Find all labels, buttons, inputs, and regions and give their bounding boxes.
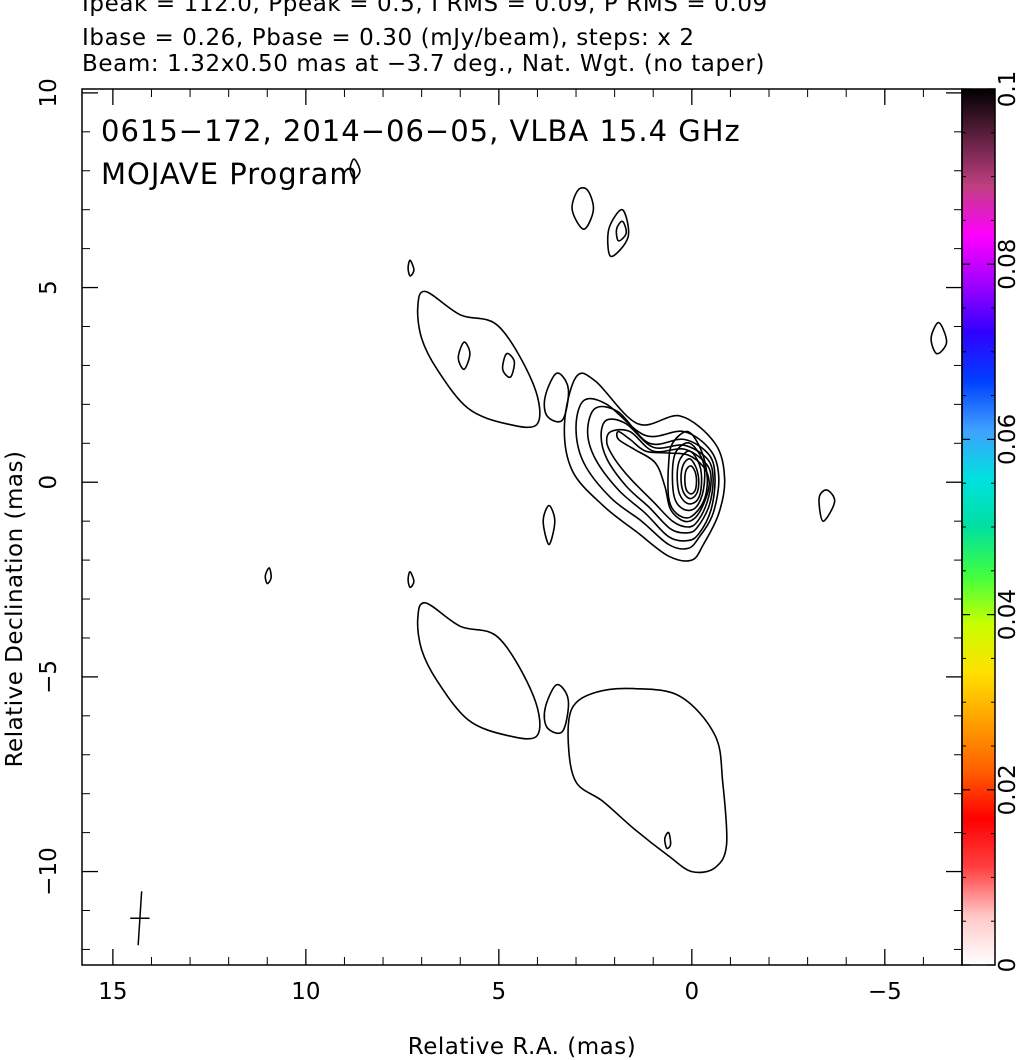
stokes-i-contour (605, 428, 712, 528)
stokes-i-contour (671, 442, 706, 512)
x-tick-label: 10 (291, 979, 320, 1005)
stokes-i-contour (606, 208, 630, 258)
y-tick-label: −5 (36, 660, 62, 694)
colorbar-tick-label: 0.02 (995, 764, 1021, 815)
stokes-i-contour (571, 187, 595, 230)
program-annotation: MOJAVE Program (101, 157, 359, 191)
header-peak-line: Ipeak = 112.0, Ppeak = 0.5, I RMS = 0.09… (82, 0, 768, 17)
polarization-contour (543, 683, 570, 735)
stokes-i-contour (542, 504, 556, 546)
stokes-i-contour (667, 430, 709, 519)
x-tick-label: 15 (98, 979, 127, 1005)
y-tick-label: −10 (36, 847, 62, 896)
polarization-contour (663, 831, 672, 850)
header-beam-line: Beam: 1.32x0.50 mas at −3.7 deg., Nat. W… (82, 51, 766, 77)
stokes-i-contour (586, 405, 716, 542)
colorbar-tick-label: 0 (995, 958, 1021, 973)
stokes-i-contour (407, 259, 415, 277)
stokes-i-contour (616, 430, 711, 523)
stokes-i-contour (600, 418, 714, 534)
y-axis-label: Relative Declination (mas) (2, 451, 28, 768)
beam-marker (130, 891, 150, 946)
stokes-i-contour (416, 290, 541, 429)
stokes-i-contour (407, 570, 415, 589)
stokes-i-contour (349, 158, 361, 180)
stokes-i-contour (818, 489, 836, 522)
header-base-line: Ibase = 0.26, Pbase = 0.30 (mJy/beam), s… (82, 25, 695, 51)
colorbar-tick-label: 0.04 (995, 589, 1021, 640)
plot-frame (81, 88, 963, 966)
y-tick-label: 10 (36, 78, 62, 107)
polarization-contour (567, 687, 728, 874)
colorbar-tick-label: 0.06 (995, 414, 1021, 465)
y-tick-label: 0 (36, 475, 62, 490)
stokes-i-contour (501, 352, 516, 379)
stokes-i-contour (457, 341, 471, 371)
stokes-i-contour (264, 567, 272, 585)
x-axis-label: Relative R.A. (mas) (408, 1034, 636, 1060)
contour-lines (264, 158, 948, 874)
stokes-i-contour (684, 465, 698, 495)
source-annotation: 0615−172, 2014−06−05, VLBA 15.4 GHz (101, 114, 741, 148)
stokes-i-contour (930, 321, 948, 355)
stokes-i-contour (676, 450, 703, 505)
x-tick-label: 5 (492, 979, 507, 1005)
stokes-i-contour (615, 220, 628, 242)
x-tick-label: −5 (868, 979, 902, 1005)
stokes-i-contour (543, 372, 570, 423)
colorbar: 0 0.02 0.04 0.06 0.08 0.1 (961, 71, 1021, 973)
stokes-i-contour (680, 458, 700, 500)
axis-ticks: 15 10 5 0 −5 10 5 0 −5 −10 (36, 78, 963, 1005)
x-tick-label: 0 (685, 979, 700, 1005)
polarization-contour (416, 602, 541, 740)
colorbar-gradient (961, 88, 996, 966)
colorbar-tick-label: 0.1 (995, 71, 1021, 108)
stokes-i-contour (575, 397, 720, 550)
stokes-i-contour (563, 372, 726, 562)
y-tick-label: 5 (36, 280, 62, 295)
colorbar-tick-label: 0.08 (995, 239, 1021, 290)
